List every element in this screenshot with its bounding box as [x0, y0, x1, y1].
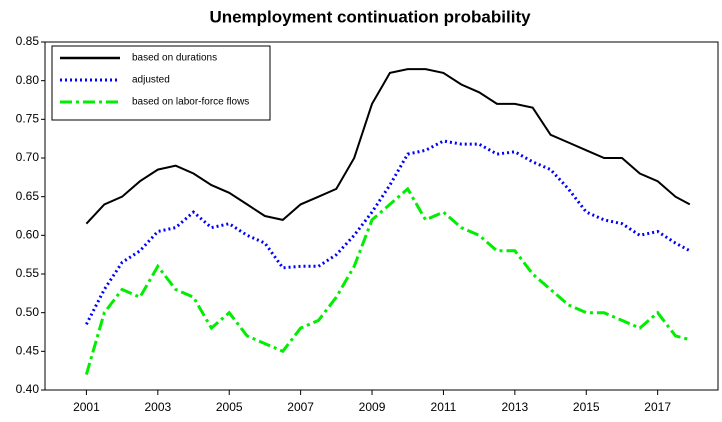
y-tick-label: 0.60: [16, 228, 40, 242]
legend-label: based on labor-force flows: [132, 97, 249, 108]
x-tick-label: 2005: [216, 400, 243, 414]
x-tick-label: 2017: [644, 400, 671, 414]
plot-frame: [44, 41, 719, 391]
legend-label: adjusted: [132, 75, 170, 86]
x-tick-label: 2015: [573, 400, 600, 414]
chart-title: Unemployment continuation probability: [209, 7, 531, 26]
x-tick-label: 2007: [287, 400, 314, 414]
y-tick-label: 0.85: [16, 34, 40, 48]
x-tick-label: 2003: [144, 400, 171, 414]
series-line: [85, 68, 691, 225]
x-tick-label: 2001: [73, 400, 100, 414]
y-tick-label: 0.80: [16, 73, 40, 87]
y-tick-label: 0.50: [16, 305, 40, 319]
series-line: [84, 186, 691, 375]
y-tick-label: 0.45: [16, 344, 40, 358]
legend-label: based on durations: [132, 53, 217, 64]
y-tick-label: 0.65: [16, 189, 40, 203]
x-tick-label: 2011: [431, 400, 457, 414]
series-line: [85, 139, 691, 325]
y-tick-label: 0.55: [16, 266, 40, 280]
x-tick-label: 2013: [501, 400, 528, 414]
y-tick-label: 0.75: [16, 112, 40, 126]
y-tick-label: 0.40: [16, 382, 40, 396]
y-tick-label: 0.70: [16, 150, 40, 164]
x-tick-label: 2009: [359, 400, 386, 414]
